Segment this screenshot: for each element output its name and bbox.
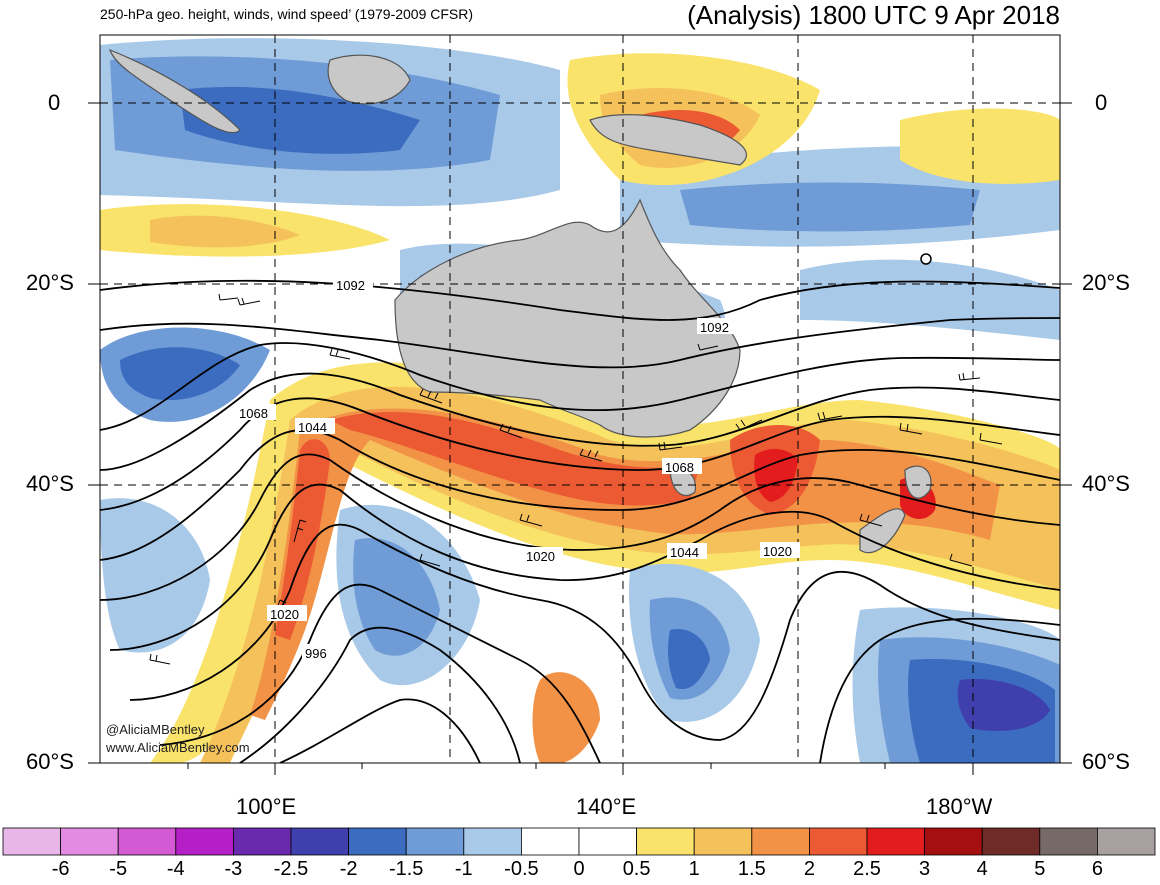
colorbar-swatch	[290, 827, 349, 856]
lat-label-left: 60°S	[26, 749, 74, 774]
landmass	[109, 48, 932, 554]
colorbar-swatch	[924, 827, 983, 856]
station-marker	[920, 253, 932, 265]
colorbar-swatch	[636, 827, 695, 856]
colorbar-swatch	[578, 827, 637, 856]
colorbar-tick-label: 2.5	[853, 858, 881, 880]
contour-label: 1044	[298, 420, 327, 435]
lat-lon-grid	[100, 35, 1060, 763]
colorbar-swatch	[232, 827, 292, 856]
credit-handle: @AliciaMBentley	[106, 722, 205, 737]
contour-label: 1020	[270, 607, 299, 622]
contour-label: 1020	[763, 544, 792, 559]
colorbar-swatch	[1039, 827, 1098, 856]
colorbar-swatch	[348, 827, 407, 856]
axis-ticks	[88, 102, 1072, 775]
new-guinea-outline	[589, 113, 747, 166]
lon-label: 100°E	[236, 794, 297, 819]
colorbar-tick-label: 3	[919, 858, 931, 880]
colorbar-swatch	[981, 827, 1041, 856]
wind-barbs	[149, 293, 1003, 665]
height-contours	[100, 279, 1060, 763]
contour-label: 996	[305, 646, 327, 661]
contour-label-group: 1092 1092 1068 1068 1044 1044 1020 1020 …	[236, 276, 800, 661]
borneo-outline	[327, 54, 411, 105]
contour-label: 1068	[239, 406, 268, 421]
colorbar-swatch	[809, 827, 868, 856]
colorbar-tick-label: 4	[976, 858, 988, 880]
colorbar-swatch	[175, 827, 234, 856]
contour-label: 1068	[665, 460, 694, 475]
colorbar-tick-label: -1.5	[388, 858, 424, 880]
colorbar-tick-label: 1	[688, 858, 700, 880]
colorbar-tick-label: 0.5	[622, 858, 651, 880]
colorbar-tick-label: -2	[339, 858, 358, 880]
contour-label: 1092	[700, 320, 729, 335]
lat-label-left: 20°S	[26, 270, 74, 295]
colorbar-tick-label: -6	[51, 858, 70, 880]
colorbar-swatch	[60, 827, 119, 856]
lat-label-right: 20°S	[1082, 270, 1130, 295]
credit-url: www.AliciaMBentley.com	[106, 740, 250, 755]
lat-label-right: 40°S	[1082, 471, 1130, 496]
colorbar-swatch	[866, 827, 925, 856]
colorbar-tick-label: -5	[109, 858, 128, 880]
australia-outline	[394, 198, 741, 438]
colorbar-swatch	[521, 827, 580, 856]
lon-label: 180°W	[926, 794, 993, 819]
lat-label-left: 0	[48, 90, 61, 115]
colorbar-tick-label: 2	[803, 858, 815, 880]
colorbar	[2, 827, 1156, 856]
colorbar-tick-label: -0.5	[504, 858, 539, 880]
colorbar-tick-label: 5	[1034, 858, 1046, 880]
colorbar-swatch	[1097, 827, 1156, 856]
colorbar-tick-label: -2.5	[273, 858, 309, 880]
contour-label: 1020	[526, 549, 555, 564]
lon-label: 140°E	[576, 794, 637, 819]
colorbar-swatch	[751, 827, 810, 856]
colorbar-swatch	[693, 827, 753, 856]
lat-label-right: 0	[1095, 90, 1108, 115]
new-zealand-outline	[859, 465, 932, 554]
colorbar-swatch	[405, 827, 465, 856]
colorbar-tick-label: 6	[1091, 858, 1103, 880]
colorbar-tick-label: -3	[224, 858, 243, 880]
contour-label: 1044	[670, 545, 699, 560]
lat-label-left: 40°S	[26, 471, 74, 496]
colorbar-tick-label: -1	[454, 858, 473, 880]
lat-label-right: 60°S	[1082, 749, 1130, 774]
colorbar-swatch	[117, 827, 177, 856]
colorbar-tick-label: 1.5	[737, 858, 766, 880]
colorbar-swatch	[463, 827, 522, 856]
sumatra-outline	[109, 48, 241, 134]
colorbar-tick-label: -4	[166, 858, 185, 880]
colorbar-tick-label: 0	[573, 858, 585, 880]
contour-label: 1092	[336, 278, 365, 293]
colorbar-swatch	[2, 827, 61, 856]
map-subtitle: 250-hPa geo. height, winds, wind speed’ …	[100, 6, 474, 22]
map-title: (Analysis) 1800 UTC 9 Apr 2018	[687, 0, 1060, 30]
